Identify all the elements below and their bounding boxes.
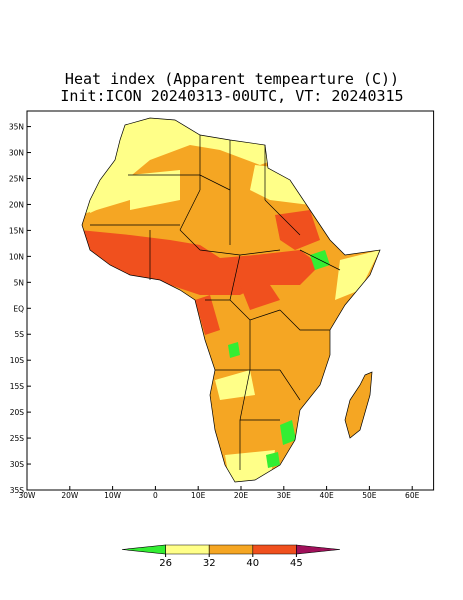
y-tick-label: 15N xyxy=(9,226,24,235)
y-tick-label: 20N xyxy=(9,200,24,209)
x-tick-label: 10E xyxy=(191,491,206,500)
field-region xyxy=(266,452,280,468)
x-tick-label: 0 xyxy=(153,491,158,500)
field-region xyxy=(335,250,380,300)
field-region xyxy=(90,175,130,213)
borders xyxy=(81,117,381,483)
title-line: Init:ICON 20240313-00UTC, VT: 20240315 xyxy=(60,87,403,105)
colorbar-label: 45 xyxy=(290,558,303,569)
y-tick-label: 20S xyxy=(10,408,25,417)
y-tick-label: 10N xyxy=(9,252,24,261)
y-tick-label: 15S xyxy=(10,382,25,391)
y-tick-label: 35N xyxy=(9,123,24,132)
title-line: Heat index (Apparent tempearture (C)) xyxy=(65,70,399,88)
colorbar-label: 26 xyxy=(159,558,172,569)
field-region xyxy=(215,370,255,400)
field-region xyxy=(195,295,220,335)
x-tick-label: 30E xyxy=(277,491,292,500)
field-region xyxy=(280,420,296,445)
colorbar-segment xyxy=(252,544,297,555)
colorbar-label: 40 xyxy=(246,558,259,569)
field-region xyxy=(228,342,240,358)
y-tick-label: 10S xyxy=(10,356,25,365)
y-tick-label: 5S xyxy=(14,330,24,339)
field-region xyxy=(240,285,280,310)
y-tick-label: 25S xyxy=(10,434,25,443)
field-region xyxy=(275,210,320,250)
map-frame: 30W 20W 10W 0 10E 20E 30E 40E 50E 60E 35N 30N 25N 20N… xyxy=(9,110,435,500)
field-region xyxy=(260,118,330,165)
field-region xyxy=(82,118,380,482)
x-tick-label: 30W xyxy=(19,491,37,500)
colorbar-segment xyxy=(208,544,254,555)
colorbar-segment xyxy=(121,544,166,555)
frame-box xyxy=(26,110,435,491)
x-tick-label: 20W xyxy=(61,491,79,500)
y-tick-label: 35S xyxy=(10,486,25,495)
y-tick-label: 30S xyxy=(10,460,25,469)
y-tick-label: 25N xyxy=(9,174,24,183)
colorbar-label: 32 xyxy=(203,558,216,569)
x-tick-label: 20E xyxy=(234,491,249,500)
x-tick-label: 50E xyxy=(362,491,377,500)
x-tick-label: 10W xyxy=(104,491,122,500)
y-tick-label: EQ xyxy=(13,304,24,313)
colorbar: 26 32 40 45 xyxy=(121,544,341,569)
heat-field xyxy=(82,118,380,482)
y-tick-label: 5N xyxy=(14,278,24,287)
field-region xyxy=(130,170,180,210)
y-tick-label: 30N xyxy=(9,149,24,158)
colorbar-segment xyxy=(165,544,210,555)
x-tick-label: 40E xyxy=(319,491,334,500)
x-tick-label: 60E xyxy=(405,491,420,500)
colorbar-segment xyxy=(296,544,341,555)
